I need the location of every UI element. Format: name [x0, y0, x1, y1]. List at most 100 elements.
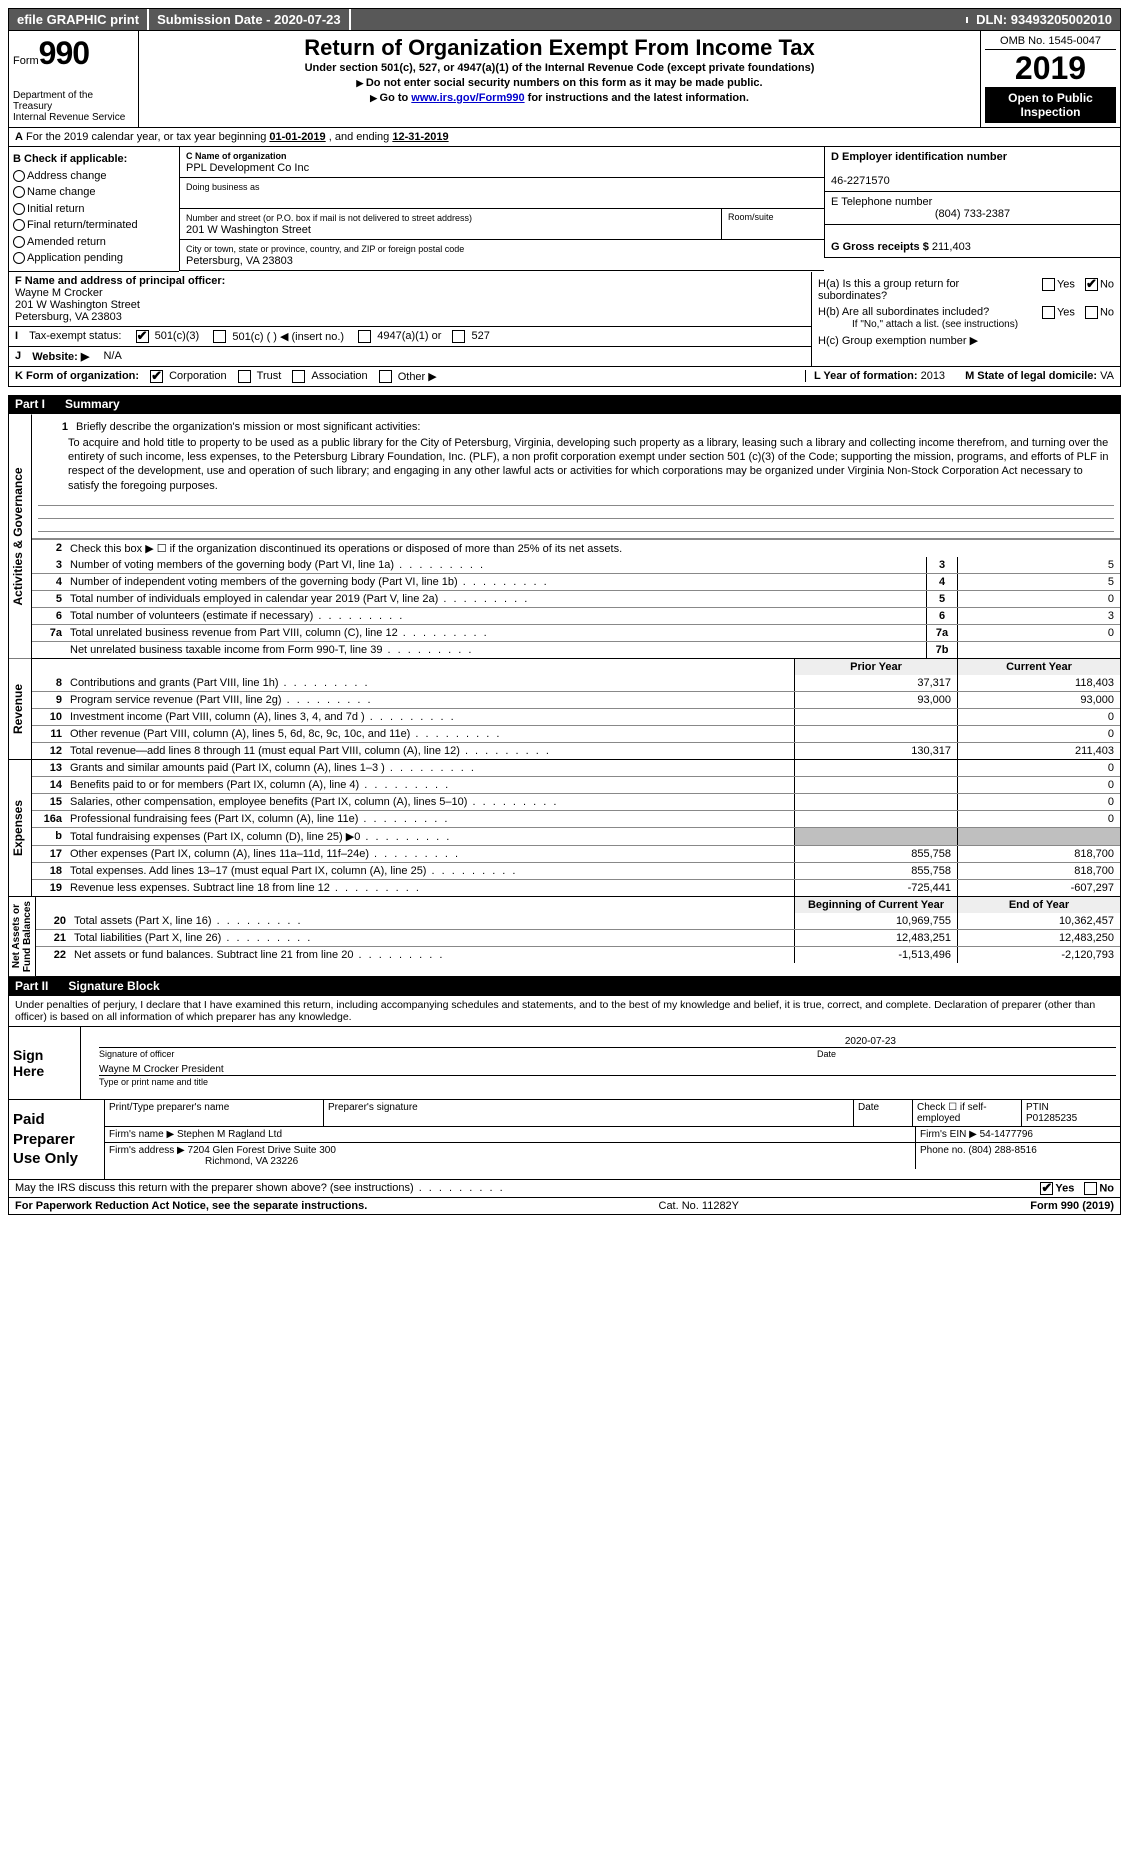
checkbox-name-change[interactable] — [13, 186, 25, 198]
line-9: 9 Program service revenue (Part VIII, li… — [32, 691, 1120, 708]
checkbox-address-change[interactable] — [13, 170, 25, 182]
line-11: 11 Other revenue (Part VIII, column (A),… — [32, 725, 1120, 742]
vlabel-expenses: Expenses — [9, 760, 32, 896]
opt-501c3: 501(c)(3) — [155, 330, 200, 342]
part1-title: Summary — [65, 397, 120, 411]
discuss-no[interactable] — [1084, 1182, 1097, 1195]
city-value: Petersburg, VA 23803 — [186, 255, 293, 267]
sig-officer-label: Signature of officer — [99, 1049, 174, 1059]
checkbox-amended[interactable] — [13, 236, 25, 248]
Ha-label: H(a) Is this a group return for subordin… — [818, 278, 998, 302]
Hb-no[interactable] — [1085, 306, 1098, 319]
line-8: 8 Contributions and grants (Part VIII, l… — [32, 675, 1120, 691]
ltxt: Total unrelated business revenue from Pa… — [66, 625, 926, 641]
efile-label: efile GRAPHIC print — [9, 9, 149, 30]
current-val: 0 — [957, 709, 1120, 725]
rowA-mid: , and ending — [326, 131, 393, 143]
checkbox-trust[interactable] — [238, 370, 251, 383]
opt-527: 527 — [471, 330, 489, 342]
discuss-no-label: No — [1099, 1182, 1114, 1194]
prior-val: 130,317 — [794, 743, 957, 759]
prep-row-3: Firm's address ▶ 7204 Glen Forest Drive … — [105, 1143, 1120, 1169]
Ha-yes[interactable] — [1042, 278, 1055, 291]
checkbox-final-return[interactable] — [13, 219, 25, 231]
current-val: -607,297 — [957, 880, 1120, 896]
ltxt: Investment income (Part VIII, column (A)… — [66, 709, 794, 725]
ltxt: Grants and similar amounts paid (Part IX… — [66, 760, 794, 776]
line-16a: 16a Professional fundraising fees (Part … — [32, 810, 1120, 827]
prep-sig-hdr: Preparer's signature — [324, 1100, 854, 1126]
line-12: 12 Total revenue—add lines 8 through 11 … — [32, 742, 1120, 759]
checkbox-4947[interactable] — [358, 330, 371, 343]
vcell — [957, 642, 1120, 658]
sign-here-label: Sign Here — [9, 1027, 81, 1099]
goto-link[interactable]: www.irs.gov/Form990 — [411, 92, 524, 104]
ncell: 5 — [926, 591, 957, 607]
prior-val: 10,969,755 — [794, 913, 957, 929]
Ha-no[interactable] — [1085, 278, 1098, 291]
checkbox-527[interactable] — [452, 330, 465, 343]
revenue-body: bPrior YearCurrent Year 8 Contributions … — [32, 659, 1120, 759]
ptin-label: PTIN — [1026, 1102, 1049, 1113]
current-val: 818,700 — [957, 863, 1120, 879]
form-title: Return of Organization Exempt From Incom… — [143, 35, 976, 61]
c-street-row: Number and street (or P.O. box if mail i… — [179, 209, 824, 240]
line-10: 10 Investment income (Part VIII, column … — [32, 708, 1120, 725]
opt-assoc: Association — [311, 370, 367, 382]
current-val: 0 — [957, 726, 1120, 742]
lnum: 5 — [32, 591, 66, 607]
checkbox-corp[interactable] — [150, 370, 163, 383]
part1-num: Part I — [15, 397, 45, 411]
checkbox-assoc[interactable] — [292, 370, 305, 383]
c-name-label: C Name of organization — [186, 151, 287, 161]
opt-initial: Initial return — [27, 203, 84, 215]
Hb-label: H(b) Are all subordinates included? — [818, 306, 989, 319]
gov-line-5: 5 Total number of individuals employed i… — [32, 590, 1120, 607]
name-label: Type or print name and title — [99, 1077, 1116, 1087]
g-gross: G Gross receipts $ 211,403 — [824, 225, 1120, 258]
checkbox-other[interactable] — [379, 370, 392, 383]
lnum: 3 — [32, 557, 66, 573]
checkbox-501c[interactable] — [213, 330, 226, 343]
checkbox-app-pending[interactable] — [13, 252, 25, 264]
prior-val: 855,758 — [794, 863, 957, 879]
prior-val: 12,483,251 — [794, 930, 957, 946]
sign-here-block: Sign Here 2020-07-23 Signature of office… — [8, 1027, 1121, 1100]
current-val: 211,403 — [957, 743, 1120, 759]
c-name: C Name of organization PPL Development C… — [179, 147, 824, 178]
row-A: A For the 2019 calendar year, or tax yea… — [8, 128, 1121, 147]
lnum: 8 — [32, 675, 66, 691]
ltxt: Total assets (Part X, line 16) — [70, 913, 794, 929]
ncell: 4 — [926, 574, 957, 590]
current-val: 118,403 — [957, 675, 1120, 691]
lnum: 6 — [32, 608, 66, 624]
netassets-section: Net Assets or Fund Balances xBeginning o… — [8, 897, 1121, 977]
blank-line-1 — [38, 495, 1114, 506]
discuss-row: May the IRS discuss this return with the… — [8, 1180, 1121, 1198]
city-label: City or town, state or province, country… — [186, 244, 464, 254]
lnum: 13 — [32, 760, 66, 776]
checkbox-initial-return[interactable] — [13, 203, 25, 215]
left-FIJ: F Name and address of principal officer:… — [9, 272, 811, 366]
col-D: D Employer identification number 46-2271… — [824, 147, 1120, 272]
expenses-body: 13 Grants and similar amounts paid (Part… — [32, 760, 1120, 896]
c-dba: Doing business as — [179, 178, 824, 209]
row-J: J Website: ▶ N/A — [9, 347, 811, 366]
discuss-yes[interactable] — [1040, 1182, 1053, 1195]
gov-line-3: 3 Number of voting members of the govern… — [32, 557, 1120, 573]
firm-ein: 54-1477796 — [980, 1129, 1033, 1140]
Hb-yes[interactable] — [1042, 306, 1055, 319]
firm-addr-cell: Firm's address ▶ 7204 Glen Forest Drive … — [105, 1143, 916, 1169]
checkbox-501c3[interactable] — [136, 330, 149, 343]
current-val: 10,362,457 — [957, 913, 1120, 929]
ncell: 7b — [926, 642, 957, 658]
dba-label: Doing business as — [186, 182, 260, 192]
current-val — [957, 828, 1120, 845]
officer-printed-name: Wayne M Crocker President — [99, 1064, 224, 1075]
prior-val — [794, 760, 957, 776]
dln-value: 93493205002010 — [1011, 12, 1112, 27]
row-I: I Tax-exempt status: 501(c)(3) 501(c) ( … — [9, 327, 811, 347]
ptin-cell: PTINP01285235 — [1022, 1100, 1120, 1126]
vcell: 5 — [957, 557, 1120, 573]
ltxt: Revenue less expenses. Subtract line 18 … — [66, 880, 794, 896]
